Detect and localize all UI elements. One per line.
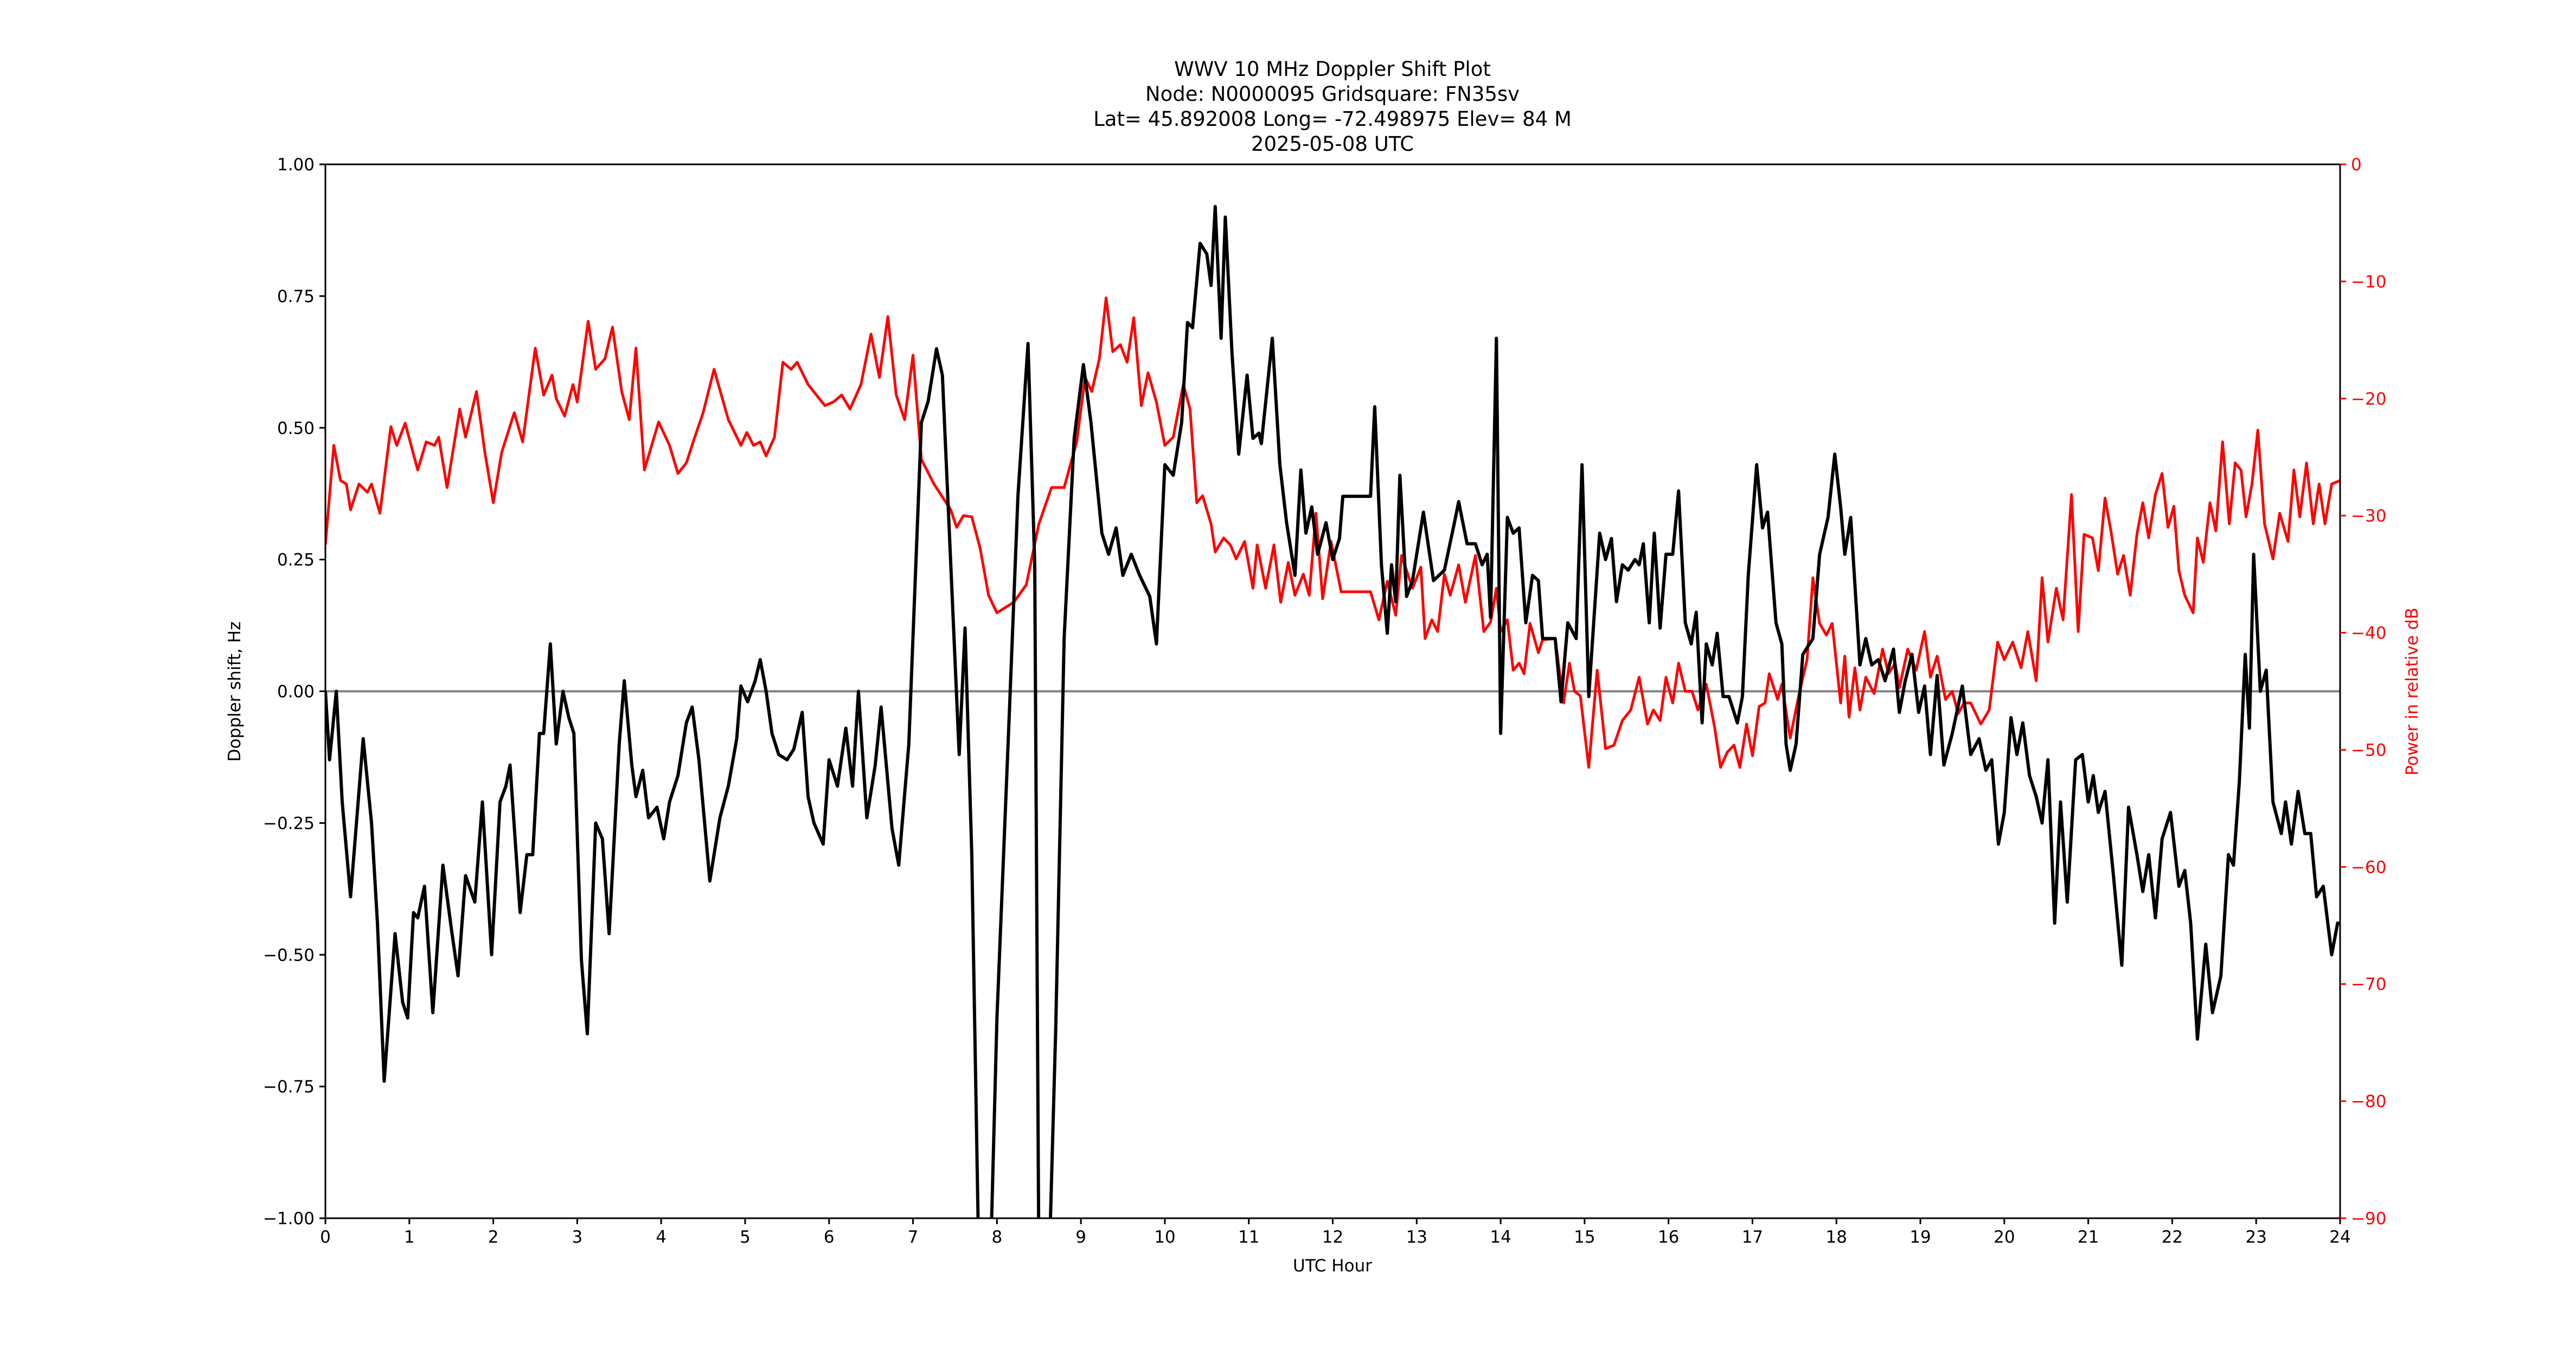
x-tick-label: 2: [488, 1227, 499, 1247]
y-left-tick-label: −0.75: [263, 1077, 315, 1097]
title-line-4: 2025-05-08 UTC: [1251, 132, 1414, 156]
y-left-tick-label: −1.00: [263, 1209, 315, 1229]
x-tick-label: 24: [2329, 1227, 2350, 1247]
plot-area: [325, 204, 2340, 1218]
x-tick-label: 11: [1238, 1227, 1259, 1247]
x-tick-label: 13: [1406, 1227, 1427, 1247]
y-left-tick-label: 1.00: [277, 155, 315, 175]
x-tick-label: 18: [1826, 1227, 1847, 1247]
y-right-tick-label: −80: [2351, 1092, 2386, 1111]
y-right-tick-label: −90: [2351, 1209, 2386, 1229]
x-tick-label: 1: [404, 1227, 415, 1247]
x-tick-label: 12: [1322, 1227, 1343, 1247]
y-left-tick-label: −0.25: [263, 814, 315, 833]
y-left-tick-label: 0.00: [277, 682, 315, 702]
y-right-tick-label: −40: [2351, 624, 2386, 643]
x-tick-label: 16: [1658, 1227, 1679, 1247]
x-tick-label: 14: [1490, 1227, 1511, 1247]
x-tick-label: 22: [2162, 1227, 2183, 1247]
doppler-shift-line: [325, 204, 2340, 1218]
x-tick-label: 8: [991, 1227, 1002, 1247]
x-tick-label: 3: [572, 1227, 583, 1247]
x-axis: 0 1 2 3 4 5 6 7 8 9 10 11 12 13 14 15 16 17 18 19 20 21 22 23 24: [320, 1218, 2351, 1247]
y-right-tick-label: −30: [2351, 507, 2386, 526]
x-tick-label: 9: [1075, 1227, 1086, 1247]
title-line-2: Node: N0000095 Gridsquare: FN35sv: [1145, 82, 1520, 106]
x-tick-label: 15: [1574, 1227, 1595, 1247]
x-tick-label: 20: [1994, 1227, 2015, 1247]
y-right-tick-label: −60: [2351, 858, 2386, 877]
y-axis-right-label: Power in relative dB: [2402, 607, 2422, 775]
x-tick-label: 19: [1909, 1227, 1931, 1247]
y-left-tick-label: 0.25: [277, 551, 315, 570]
title-line-3: Lat= 45.892008 Long= -72.498975 Elev= 84…: [1093, 107, 1572, 131]
x-tick-label: 5: [740, 1227, 751, 1247]
x-tick-label: 23: [2245, 1227, 2266, 1247]
x-axis-label: UTC Hour: [1293, 1256, 1372, 1276]
x-tick-label: 0: [320, 1227, 331, 1247]
x-tick-label: 10: [1154, 1227, 1175, 1247]
y-right-tick-label: −20: [2351, 389, 2386, 409]
y-left-tick-label: 0.75: [277, 287, 315, 306]
y-left-tick-label: 0.50: [277, 419, 315, 438]
title-line-1: WWV 10 MHz Doppler Shift Plot: [1174, 57, 1491, 81]
power-line: [325, 296, 2340, 769]
x-tick-label: 6: [824, 1227, 835, 1247]
x-tick-label: 21: [2078, 1227, 2099, 1247]
y-left-tick-label: −0.50: [263, 945, 315, 965]
y-axis-left: 1.00 0.75 0.50 0.25 0.00 −0.25 −0.50 −0.75 −1.00: [263, 155, 325, 1229]
y-axis-right: 0 −10 −20 −30 −40 −50 −60 −70 −80 −90: [2340, 155, 2386, 1229]
y-right-tick-label: −70: [2351, 975, 2386, 994]
x-tick-label: 17: [1742, 1227, 1763, 1247]
y-axis-left-label: Doppler shift, Hz: [225, 622, 245, 762]
y-right-tick-label: −50: [2351, 740, 2386, 760]
chart-title: WWV 10 MHz Doppler Shift Plot Node: N000…: [1093, 57, 1572, 156]
y-right-tick-label: −10: [2351, 272, 2386, 292]
x-tick-label: 4: [656, 1227, 667, 1247]
y-right-tick-label: 0: [2351, 155, 2362, 175]
x-tick-label: 7: [908, 1227, 919, 1247]
